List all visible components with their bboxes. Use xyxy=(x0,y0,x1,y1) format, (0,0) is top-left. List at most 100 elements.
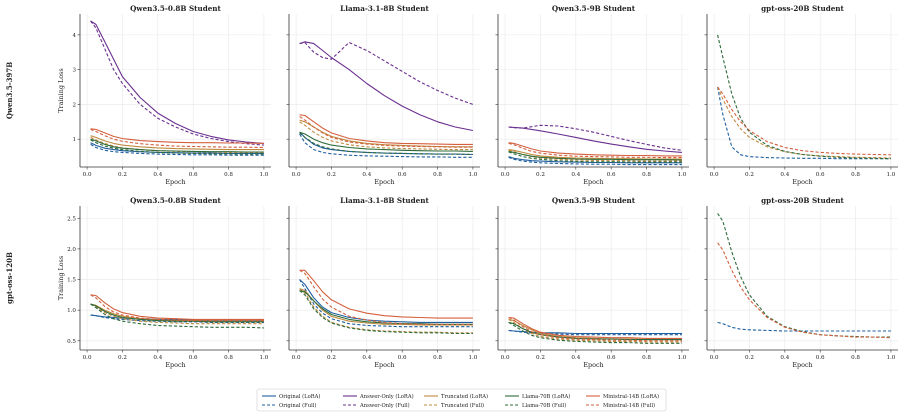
x-tick-label: 0.2 xyxy=(118,172,127,178)
y-tick-label: 2.0 xyxy=(67,247,76,253)
series-line-llama-70b-full xyxy=(299,132,473,156)
series-line-ministral-14b-full xyxy=(90,128,264,149)
series-line-answer-only-full xyxy=(90,20,264,146)
series-line-ministral-14b-lora xyxy=(299,269,473,319)
series-line-llama-70b-lora xyxy=(508,321,682,341)
x-axis-label: Epoch xyxy=(583,361,603,369)
x-tick-label: 0.8 xyxy=(224,355,233,361)
y-axis-label: Training Loss xyxy=(57,256,65,300)
x-tick-label: 1.0 xyxy=(886,172,895,178)
legend-label: Llama-70B (Full) xyxy=(522,402,566,409)
series-line-answer-only-lora xyxy=(508,126,682,153)
x-tick-label: 0.4 xyxy=(780,355,789,361)
series-line-truncated-lora xyxy=(90,303,264,322)
y-tick-label: 4 xyxy=(72,33,76,39)
series-line-truncated-full xyxy=(717,86,891,159)
series-line-original-full xyxy=(508,329,682,336)
x-tick-label: 0.0 xyxy=(292,172,301,178)
x-tick-label: 0.6 xyxy=(607,172,616,178)
series-line-llama-70b-lora xyxy=(90,138,264,153)
series-line-original-lora xyxy=(299,279,473,323)
x-axis-label: Epoch xyxy=(374,361,394,369)
x-tick-label: 0.8 xyxy=(224,172,233,178)
legend-label: Answer-Only (Full) xyxy=(359,402,410,409)
x-axis-label: Epoch xyxy=(165,178,185,186)
series-line-original-full xyxy=(508,156,682,166)
x-tick-label: 0.4 xyxy=(153,172,162,178)
x-tick-label: 0.4 xyxy=(571,355,580,361)
panel-1-3: 0.0 0.2 0.4 0.6 0.8 1.0 gpt-oss-20B Student Epo… xyxy=(704,196,898,369)
x-axis-label: Epoch xyxy=(165,361,185,369)
panel-title: gpt-oss-20B Student xyxy=(761,196,844,205)
x-tick-label: 0.0 xyxy=(292,355,301,361)
panel-title: Qwen3.5-0.8B Student xyxy=(130,4,221,13)
panel-1-1: 0.0 0.2 0.4 0.6 0.8 1.0 Llama-3.1-8B Student Ep… xyxy=(286,196,480,369)
x-tick-label: 1.0 xyxy=(468,172,477,178)
x-axis-label: Epoch xyxy=(374,178,394,186)
series-line-original-full xyxy=(717,321,891,332)
x-tick-label: 0.6 xyxy=(189,355,198,361)
series-line-llama-70b-full xyxy=(90,139,264,155)
y-tick-label: 2 xyxy=(72,102,76,108)
x-tick-label: 0.4 xyxy=(571,172,580,178)
series-line-ministral-14b-full xyxy=(90,294,264,322)
series-line-ministral-14b-lora xyxy=(90,128,264,144)
x-axis-label: Epoch xyxy=(792,361,812,369)
series-line-original-full xyxy=(299,133,473,158)
legend-label: Original (Full) xyxy=(279,402,316,409)
y-tick-label: 0.5 xyxy=(67,339,76,345)
x-tick-label: 0.6 xyxy=(398,172,407,178)
panel-title: Llama-3.1-8B Student xyxy=(340,4,429,13)
series-line-answer-only-full xyxy=(299,41,474,105)
x-tick-label: 0.2 xyxy=(327,355,336,361)
series-line-answer-only-lora xyxy=(299,41,474,132)
y-tick-label: 1.0 xyxy=(67,308,76,314)
series-line-truncated-full xyxy=(299,288,473,334)
y-tick-label: 2.5 xyxy=(67,216,76,222)
x-tick-label: 0.6 xyxy=(607,355,616,361)
series-line-ministral-14b-full xyxy=(508,317,682,342)
series-line-original-full xyxy=(90,314,264,323)
x-tick-label: 1.0 xyxy=(468,355,477,361)
x-tick-label: 0.2 xyxy=(118,355,127,361)
x-tick-label: 1.0 xyxy=(259,355,268,361)
x-tick-label: 0.8 xyxy=(851,355,860,361)
x-tick-label: 0.6 xyxy=(816,355,825,361)
series-line-llama-70b-full xyxy=(717,213,891,338)
series-line-llama-70b-lora xyxy=(299,131,473,152)
series-line-llama-70b-full xyxy=(508,151,682,163)
x-tick-label: 0.0 xyxy=(710,355,719,361)
series-line-answer-only-full xyxy=(508,124,682,151)
x-tick-label: 1.0 xyxy=(886,355,895,361)
series-line-truncated-full xyxy=(90,303,264,325)
x-tick-label: 0.6 xyxy=(189,172,198,178)
legend-box xyxy=(256,388,667,412)
x-tick-label: 0.2 xyxy=(536,355,545,361)
panel-0-3: 0.0 0.2 0.4 0.6 0.8 1.0 gpt-oss-20B Student Epo… xyxy=(704,4,898,186)
series-line-ministral-14b-full xyxy=(508,142,682,159)
x-tick-label: 0.0 xyxy=(710,172,719,178)
x-tick-label: 1.0 xyxy=(677,355,686,361)
panel-0-2: 0.0 0.2 0.4 0.6 0.8 1.0 Qwen3.5-9B Student Epoc… xyxy=(495,4,689,186)
x-tick-label: 0.4 xyxy=(153,355,162,361)
series-line-original-full xyxy=(717,86,891,160)
series-line-llama-70b-lora xyxy=(90,303,264,323)
x-tick-label: 0.0 xyxy=(501,172,510,178)
legend-label: Truncated (Full) xyxy=(441,402,484,409)
series-line-ministral-14b-full xyxy=(299,116,473,148)
series-line-answer-only-lora xyxy=(90,20,264,144)
legend-label: Ministral-14B (LoRA) xyxy=(603,393,659,400)
x-tick-label: 0.0 xyxy=(83,355,92,361)
x-tick-label: 0.2 xyxy=(327,172,336,178)
row-label: Qwen3.5-397B xyxy=(5,62,14,119)
x-tick-label: 0.8 xyxy=(642,355,651,361)
x-tick-label: 1.0 xyxy=(677,172,686,178)
row-label: gpt-oss-120B xyxy=(5,252,14,304)
panel-title: Qwen3.5-0.8B Student xyxy=(130,196,221,205)
x-axis-label: Epoch xyxy=(792,178,812,186)
series-line-ministral-14b-lora xyxy=(508,316,682,339)
y-tick-label: 1 xyxy=(72,137,76,143)
x-tick-label: 0.0 xyxy=(501,355,510,361)
series-line-llama-70b-full xyxy=(299,290,473,335)
